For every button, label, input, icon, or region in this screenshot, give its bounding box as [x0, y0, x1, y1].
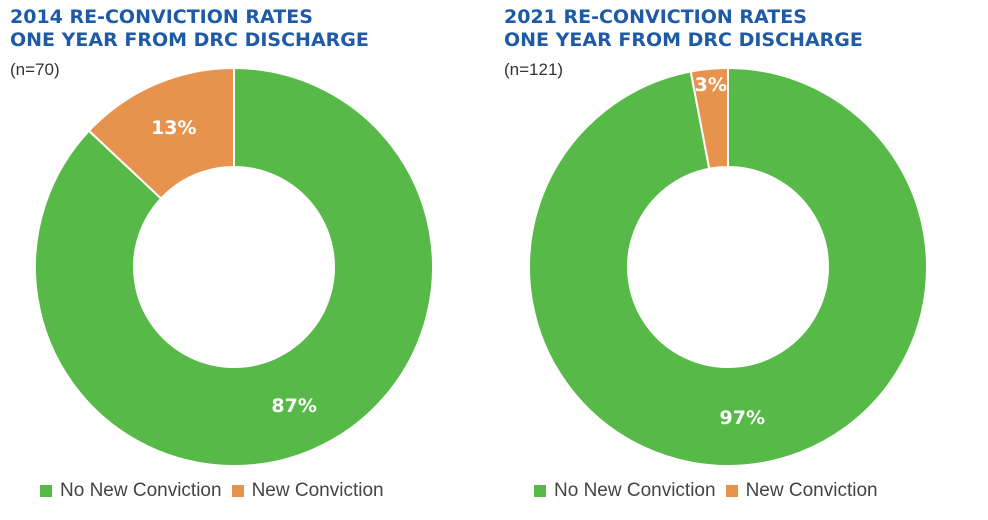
legend: No New Conviction New Conviction — [40, 480, 384, 502]
chart-title-line-1: 2014 RE-CONVICTION RATES — [10, 6, 313, 28]
legend-swatch — [534, 485, 546, 497]
legend-item-new-conviction: New Conviction — [725, 480, 878, 502]
data-label-no-new-conviction: 97% — [720, 407, 765, 429]
sample-size: (n=121) — [504, 60, 564, 79]
data-label-new-conviction: 3% — [695, 74, 727, 96]
sample-size: (n=70) — [10, 60, 60, 79]
legend-item-no-new-conviction: No New Conviction — [534, 480, 716, 502]
legend: No New Conviction New Conviction — [534, 480, 878, 502]
legend-label: No New Conviction — [60, 480, 222, 501]
legend-swatch — [40, 485, 52, 497]
donut-chart: 97% 3% — [528, 66, 928, 467]
donut-chart: 87% 13% — [34, 66, 434, 467]
chart-2014: 2014 RE-CONVICTION RATES ONE YEAR FROM D… — [10, 6, 434, 502]
legend-item-new-conviction: New Conviction — [231, 480, 384, 502]
chart-title-line-2: ONE YEAR FROM DRC DISCHARGE — [10, 29, 369, 51]
slice-no-new-conviction — [34, 66, 434, 467]
legend-swatch — [231, 485, 244, 497]
legend-label: No New Conviction — [554, 480, 716, 501]
slice-new-conviction — [689, 66, 729, 170]
data-label-new-conviction: 13% — [151, 117, 196, 139]
chart-2021: 2021 RE-CONVICTION RATES ONE YEAR FROM D… — [494, 0, 988, 520]
legend-swatch — [725, 485, 738, 497]
legend-label: New Conviction — [745, 480, 878, 501]
chart-title-line-1: 2021 RE-CONVICTION RATES — [504, 6, 807, 28]
data-label-no-new-conviction: 87% — [271, 395, 316, 417]
chart-title: 2021 RE-CONVICTION RATES ONE YEAR FROM D… — [504, 6, 863, 52]
legend-item-no-new-conviction: No New Conviction — [40, 480, 222, 502]
legend-label: New Conviction — [251, 480, 384, 501]
chart-title: 2014 RE-CONVICTION RATES ONE YEAR FROM D… — [10, 6, 369, 52]
chart-title-line-2: ONE YEAR FROM DRC DISCHARGE — [504, 29, 863, 51]
slice-no-new-conviction — [528, 66, 928, 467]
slice-new-conviction — [87, 66, 235, 200]
